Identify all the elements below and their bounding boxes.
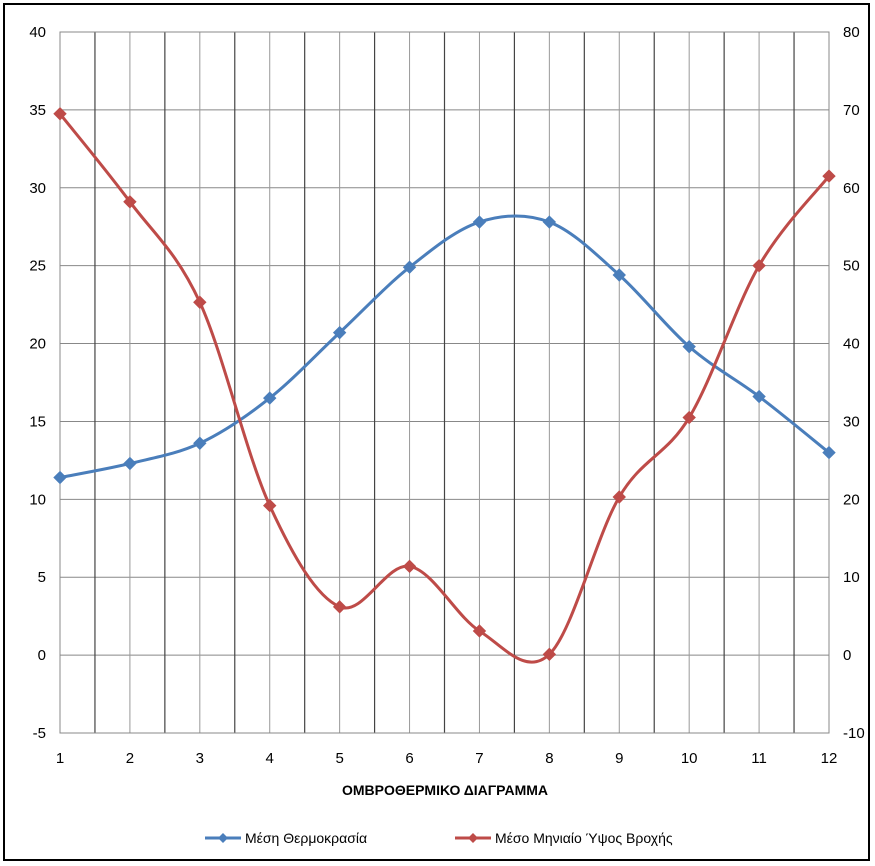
right-tick-label: 0	[843, 647, 851, 664]
data-point-marker	[263, 498, 277, 513]
right-tick-label: 50	[843, 258, 860, 275]
data-point-marker	[332, 325, 347, 340]
data-point-marker	[752, 258, 766, 273]
data-point-marker	[193, 295, 207, 309]
left-tick-label: 25	[29, 258, 46, 275]
left-tick-label: 20	[29, 336, 46, 353]
right-tick-label: 10	[843, 569, 860, 586]
left-tick-label: 35	[29, 102, 46, 119]
left-tick-label: 0	[38, 647, 46, 664]
right-tick-label: 30	[843, 413, 860, 430]
data-point-marker	[472, 624, 487, 638]
series-layer	[53, 107, 836, 664]
data-point-marker	[402, 559, 417, 574]
x-tick-label: 12	[821, 750, 838, 767]
left-tick-label: 10	[29, 491, 46, 508]
right-tick-label: -10	[843, 725, 865, 742]
left-axis-tick-labels: -5 0 5 10 15 20 25 30 35 40	[29, 24, 46, 742]
series-line	[58, 112, 831, 664]
data-point-marker	[53, 470, 67, 485]
right-tick-label: 70	[843, 102, 860, 119]
data-point-marker	[53, 107, 67, 121]
legend-marker	[218, 833, 228, 843]
data-point-marker	[822, 445, 836, 460]
left-tick-label: 30	[29, 180, 46, 197]
x-axis-title: ΟΜΒΡΟΘΕΡΜΙΚΟ ΔΙΑΓΡΑΜΜΑ	[342, 782, 548, 798]
chart-frame	[3, 3, 870, 861]
series-2	[53, 107, 836, 664]
right-tick-label: 60	[843, 180, 860, 197]
legend-item-2: Μέσο Μηνιαίο Ύψος Βροχής	[455, 830, 673, 846]
left-tick-label: 40	[29, 24, 46, 41]
right-axis-tick-labels: -10 0 10 20 30 40 50 60 70 80	[843, 24, 865, 742]
data-point-marker	[752, 389, 766, 404]
data-point-marker	[542, 215, 557, 229]
legend-item-1: Μέση Θερμοκρασία	[205, 830, 367, 846]
data-point-marker	[123, 195, 137, 209]
data-point-marker	[682, 410, 696, 425]
data-point-marker	[472, 215, 487, 229]
data-point-marker	[822, 169, 836, 183]
left-tick-label: 15	[29, 413, 46, 430]
right-tick-label: 20	[843, 491, 860, 508]
legend: Μέση Θερμοκρασία Μέσο Μηνιαίο Ύψος Βροχής	[205, 830, 673, 846]
data-point-marker	[263, 391, 277, 405]
right-tick-label: 80	[843, 24, 860, 41]
data-point-marker	[193, 436, 207, 450]
x-tick-label: 6	[405, 750, 413, 767]
x-tick-label: 8	[545, 750, 553, 767]
x-tick-label: 11	[751, 750, 767, 767]
x-tick-label: 4	[266, 750, 274, 767]
gridlines	[59, 31, 830, 734]
x-tick-label: 7	[475, 750, 483, 767]
x-axis-tick-labels: 1 2 3 4 5 6 7 8 9 10 11 12	[56, 750, 838, 767]
legend-marker	[468, 833, 478, 843]
data-point-marker	[612, 490, 626, 504]
left-tick-label: 5	[38, 569, 46, 586]
data-point-marker	[123, 456, 137, 471]
right-tick-label: 40	[843, 336, 860, 353]
x-tick-label: 2	[126, 750, 134, 767]
data-point-marker	[612, 268, 626, 282]
x-tick-label: 3	[196, 750, 204, 767]
data-point-marker	[402, 260, 417, 274]
legend-label: Μέση Θερμοκρασία	[245, 830, 367, 846]
x-tick-label: 1	[56, 750, 64, 767]
legend-label: Μέσο Μηνιαίο Ύψος Βροχής	[495, 830, 673, 846]
series-1	[53, 214, 836, 485]
data-point-marker	[332, 600, 347, 614]
data-point-marker	[542, 647, 557, 662]
x-tick-label: 5	[335, 750, 343, 767]
data-point-marker	[682, 339, 696, 354]
x-tick-label: 9	[615, 750, 623, 767]
x-tick-label: 10	[681, 750, 698, 767]
left-tick-label: -5	[33, 725, 46, 742]
plot-area-border	[59, 31, 830, 734]
